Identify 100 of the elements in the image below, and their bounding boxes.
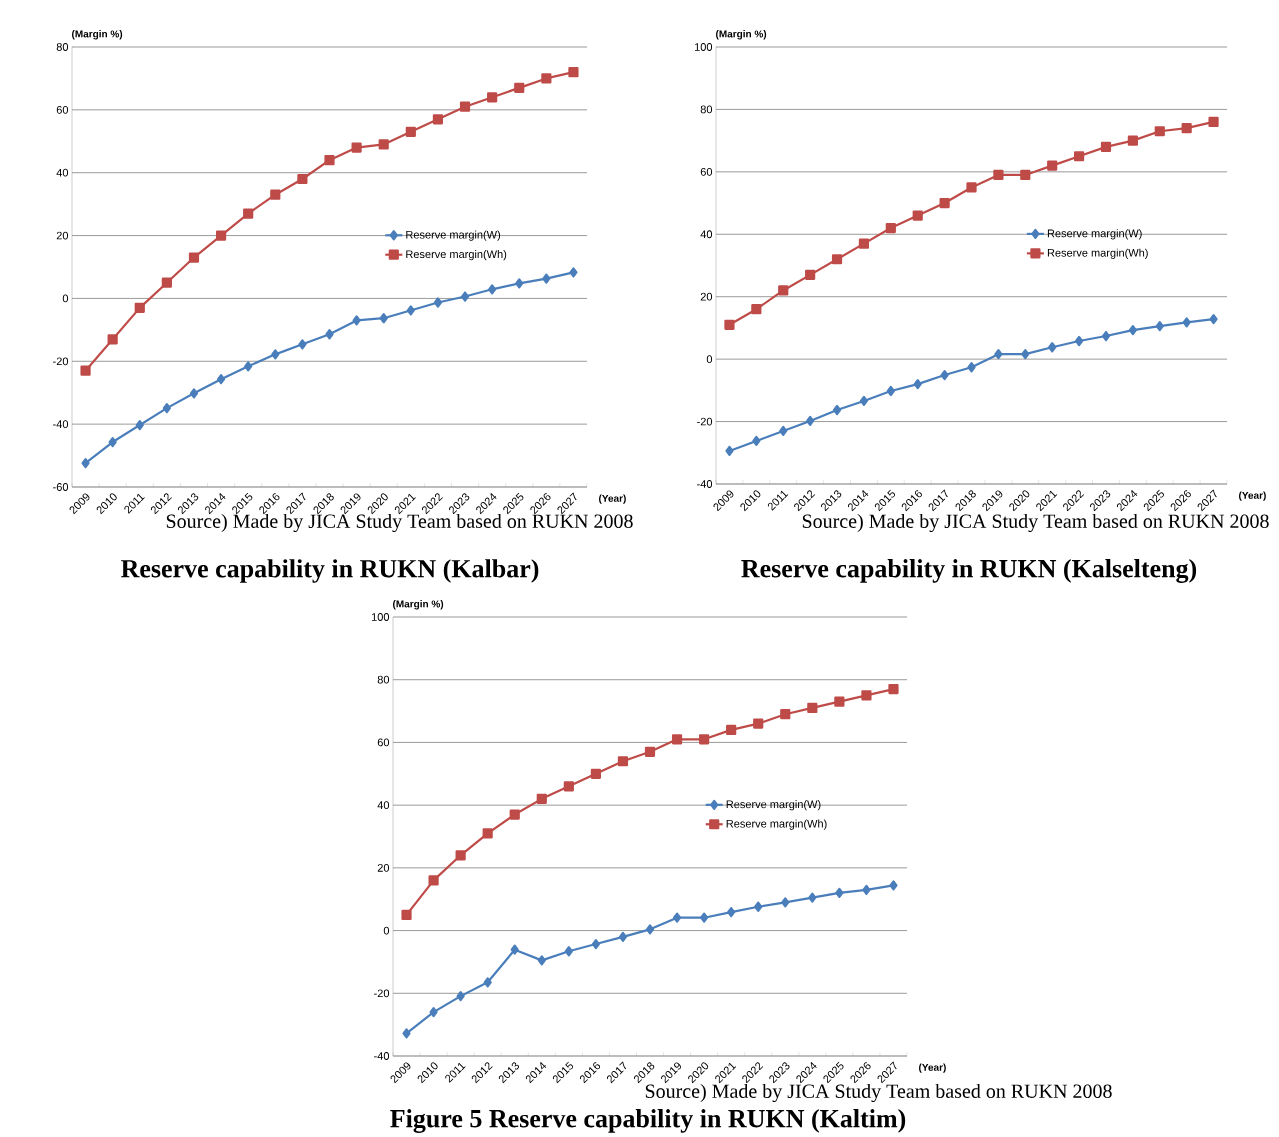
point — [1074, 335, 1084, 347]
y-tick-label: 60 — [700, 167, 713, 176]
point — [645, 924, 655, 935]
point — [1154, 126, 1165, 137]
point — [352, 315, 361, 326]
point — [862, 884, 871, 895]
point — [1048, 342, 1057, 353]
y-tick-label: 20 — [377, 863, 390, 872]
point — [754, 901, 763, 912]
y-tick-label: 40 — [56, 168, 69, 177]
point — [80, 365, 91, 376]
y-tick-label: 60 — [377, 738, 390, 747]
point — [161, 277, 172, 288]
point — [1155, 320, 1164, 332]
point — [806, 415, 815, 427]
point — [993, 169, 1004, 181]
point — [297, 173, 308, 185]
legend-label: Reserve margin(Wh) — [726, 819, 827, 830]
point — [1209, 314, 1218, 325]
x-axis-title: (Year) — [919, 1063, 946, 1073]
point — [244, 361, 253, 372]
point — [885, 222, 896, 234]
legend-label: Reserve margin(Wh) — [406, 249, 507, 261]
point — [912, 210, 923, 221]
point — [569, 267, 578, 278]
point — [724, 319, 735, 330]
point — [298, 339, 307, 350]
y-tick-label: -60 — [53, 483, 69, 491]
point — [351, 142, 362, 153]
y-tick-label: -40 — [53, 420, 69, 429]
point — [482, 828, 493, 839]
point — [406, 305, 415, 316]
point — [215, 230, 227, 241]
point — [488, 284, 497, 295]
legend-label: Reserve margin(W) — [406, 230, 501, 241]
legend-label: Reserve margin(W) — [726, 800, 821, 811]
point — [1073, 151, 1085, 162]
point — [781, 897, 790, 908]
point — [808, 892, 817, 903]
point — [1127, 135, 1138, 146]
point — [779, 425, 788, 437]
point — [700, 912, 709, 923]
source-note: Source) Made by JICA Study Team based on RUKN 2008 — [802, 513, 1269, 533]
point — [1101, 330, 1111, 342]
point — [859, 395, 869, 407]
point — [162, 403, 171, 414]
y-tick-label: 80 — [377, 675, 390, 684]
point — [460, 291, 470, 302]
text: Reserve capability in RUKN (Kalselteng) — [741, 559, 1197, 583]
point — [835, 887, 844, 899]
point — [886, 385, 895, 397]
point — [778, 285, 789, 296]
point — [888, 684, 899, 695]
point — [1182, 317, 1191, 328]
point — [270, 189, 281, 200]
y-tick-label: 0 — [706, 355, 713, 364]
point — [751, 304, 762, 315]
point — [515, 278, 524, 289]
point — [107, 334, 118, 345]
point — [379, 313, 388, 324]
point — [832, 404, 842, 416]
y-tick-label: -20 — [374, 989, 390, 998]
point — [591, 938, 600, 950]
y-tick-label: -40 — [697, 480, 713, 488]
y-tick-label: 20 — [56, 231, 69, 240]
point — [994, 349, 1003, 360]
y-tick-label: 80 — [56, 43, 69, 51]
point — [405, 126, 416, 137]
point — [834, 696, 845, 707]
point — [188, 252, 200, 263]
point — [563, 781, 574, 792]
point — [564, 946, 573, 957]
point — [780, 709, 791, 720]
point — [325, 329, 334, 340]
point — [542, 273, 551, 284]
point — [536, 793, 547, 804]
source-note: Source) Made by JICA Study Team based on RUKN 2008 — [166, 513, 633, 533]
y-axis-title: (Margin %) — [716, 30, 767, 40]
point — [1181, 123, 1192, 134]
point — [889, 880, 898, 891]
y-tick-label: 0 — [383, 926, 390, 935]
point — [940, 369, 949, 381]
point — [939, 197, 950, 209]
y-tick-label: -20 — [53, 357, 69, 366]
point — [509, 809, 520, 820]
point — [189, 388, 199, 399]
point — [428, 875, 439, 886]
point — [483, 977, 492, 988]
point — [913, 379, 922, 390]
point — [644, 746, 656, 757]
y-axis-title: (Margin %) — [393, 600, 444, 610]
point — [487, 92, 498, 103]
source-note: Source) Made by JICA Study Team based on RUKN 2008 — [645, 1083, 1112, 1103]
point — [753, 718, 764, 729]
point — [271, 349, 280, 360]
point — [134, 302, 145, 313]
point — [429, 1007, 438, 1018]
point — [967, 362, 976, 373]
y-tick-label: 20 — [700, 292, 713, 301]
point — [1100, 141, 1112, 152]
